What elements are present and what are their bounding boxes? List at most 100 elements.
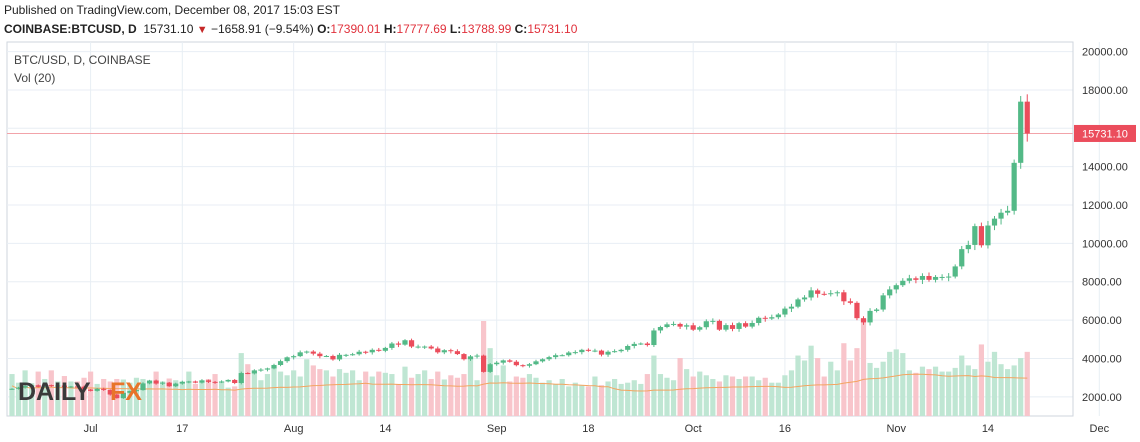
volume-bar (821, 376, 827, 416)
candle-body (546, 357, 552, 360)
volume-bar (94, 383, 100, 416)
price-tick-label: 14000.00 (1082, 162, 1128, 174)
volume-bar (88, 371, 94, 416)
volume-bar (435, 371, 441, 416)
volume-bar (350, 370, 356, 416)
open-value: 17390.01 (330, 22, 381, 36)
candle-body (638, 343, 644, 345)
candle-body (127, 391, 133, 393)
candle-body (428, 346, 434, 349)
grid-lines (7, 42, 1100, 416)
candle-body (487, 364, 493, 372)
candle-body (526, 364, 533, 366)
candle-body (133, 390, 140, 392)
volume-bar (887, 351, 893, 416)
candle-body (408, 340, 415, 347)
candle-body (651, 330, 657, 346)
candle-body (389, 343, 395, 348)
high-value: 17777.69 (396, 22, 447, 36)
volume-bar (828, 361, 834, 416)
volume-bar (48, 370, 54, 416)
candle-body (801, 297, 808, 300)
candle-body (29, 385, 35, 387)
volume-bar (991, 351, 998, 416)
candle-body (795, 299, 801, 307)
candle-body (775, 314, 781, 318)
candle-body (192, 381, 198, 383)
volume-bar (81, 377, 87, 416)
candle-body (874, 309, 880, 311)
candle-body (585, 349, 591, 351)
candle-body (572, 352, 578, 354)
high-label: H: (383, 22, 397, 36)
volume-bar (441, 379, 447, 416)
candle-body (317, 353, 323, 357)
price-axis: 20000.0018000.0016000.0014000.0012000.00… (1082, 47, 1128, 404)
volume-bar (946, 371, 952, 416)
time-tick-label: 18 (582, 423, 594, 435)
candle-body (186, 381, 192, 383)
volume-bar (756, 380, 762, 416)
time-axis: Jul 17 Aug 14 Sep 18 Oct 16 Nov 14 Dec (84, 423, 1110, 435)
volume-bar (166, 378, 172, 416)
volume-bar (107, 381, 113, 416)
volume-bar (690, 376, 696, 416)
candle-body (61, 385, 67, 388)
candle-body (454, 351, 460, 355)
volume-bar (186, 371, 192, 416)
candle-body (94, 388, 100, 391)
volume-bar (657, 374, 664, 416)
candle-body (435, 348, 441, 353)
volume-bar (402, 366, 408, 416)
candle-body (343, 354, 349, 356)
volume-bar (310, 365, 316, 416)
volume-bar (192, 383, 198, 416)
candle-body (382, 347, 388, 351)
volume-bar (612, 378, 618, 416)
candle-body (481, 355, 487, 372)
time-tick-label: 14 (379, 423, 391, 435)
volume-bar (775, 382, 781, 416)
candle-body (461, 354, 467, 360)
volume-bar (926, 369, 932, 416)
candle-body (219, 381, 225, 383)
candle-body (232, 379, 238, 384)
volume-bar (277, 371, 284, 416)
candle-body (991, 218, 998, 226)
volume-bar (670, 380, 677, 416)
time-tick-label: Aug (284, 423, 304, 435)
volume-bar (788, 370, 795, 416)
volume-bar (376, 371, 382, 416)
close-label: C: (514, 22, 528, 36)
candle-body (815, 290, 821, 294)
volume-bar (415, 374, 421, 416)
candle-body (74, 386, 81, 388)
candle-body (225, 379, 231, 382)
volume-bar (526, 374, 533, 416)
volume-bar (494, 375, 500, 416)
volume-bar (173, 380, 179, 416)
candle-body (880, 295, 886, 310)
price-tick-label: 2000.00 (1082, 392, 1122, 404)
candle-body (68, 386, 74, 388)
candle-body (422, 346, 428, 348)
candle-body (566, 352, 572, 356)
volume-bar (703, 375, 709, 416)
candle-body (631, 343, 637, 346)
candle-body (363, 351, 369, 353)
candle-body (834, 292, 840, 294)
volume-bar (815, 358, 821, 416)
candle-body (284, 357, 290, 362)
volume-bar (363, 371, 369, 416)
volume-bar (854, 348, 860, 416)
volume-bar (317, 369, 323, 416)
volume-bar (323, 370, 329, 416)
volume-bar (1018, 358, 1024, 416)
candle-body (743, 323, 749, 327)
candle-body (729, 325, 736, 329)
volume-bar (880, 361, 886, 416)
volume-bar (782, 375, 788, 416)
volume-bar (1005, 369, 1011, 416)
candle-body (350, 354, 356, 356)
